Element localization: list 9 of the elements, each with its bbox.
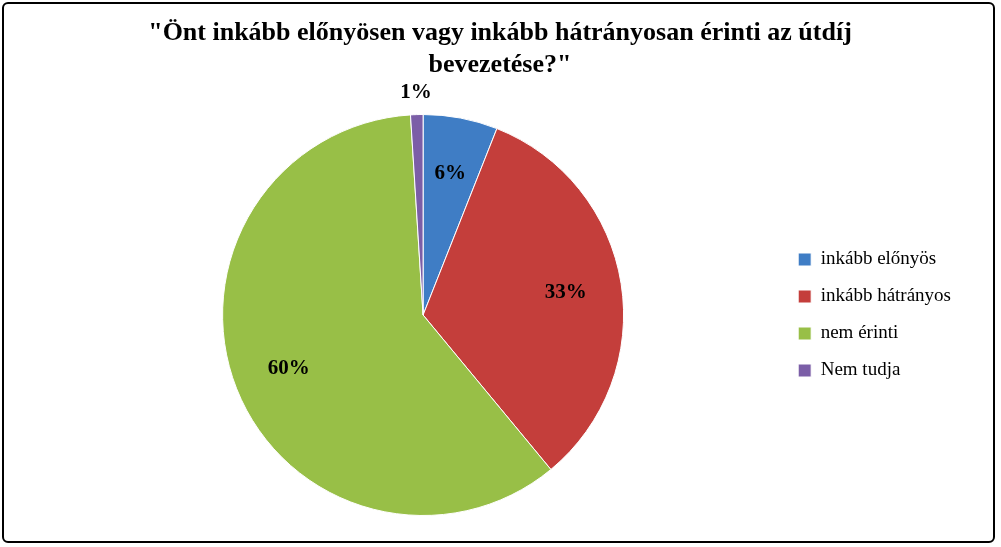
legend-label: inkább előnyös: [820, 247, 937, 269]
chart-title: "Önt inkább előnyösen vagy inkább hátrányosan érinti az útdíj bevezetése?": [147, 16, 853, 80]
data-label: 60%: [267, 354, 310, 379]
legend-label: nem érinti: [820, 321, 899, 343]
legend-label: inkább hátrányos: [820, 284, 951, 306]
data-label: 6%: [434, 159, 466, 184]
data-label: 33%: [544, 278, 587, 303]
legend-label: Nem tudja: [820, 358, 901, 380]
data-label: 1%: [400, 79, 432, 104]
